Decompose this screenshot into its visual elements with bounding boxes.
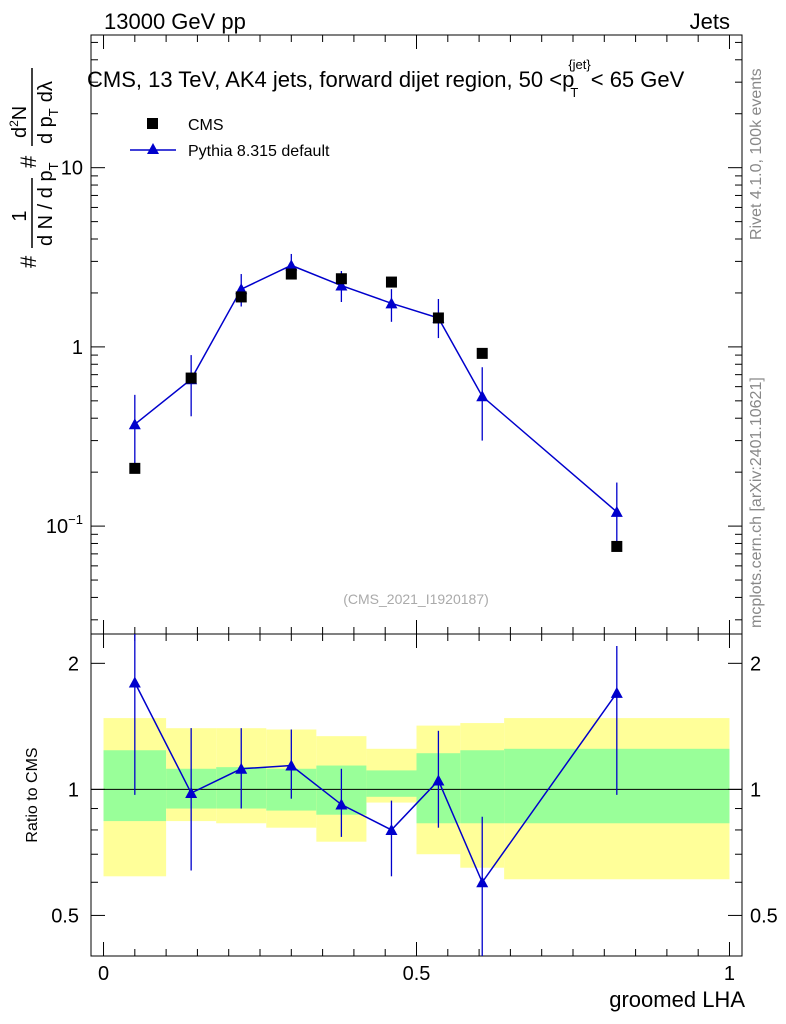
legend: CMS Pythia 8.315 default xyxy=(130,117,330,160)
chart-title-sup: {jet} xyxy=(568,57,591,72)
pythia-point xyxy=(385,297,398,309)
ratio-y-tick-label-right: 0.5 xyxy=(750,905,778,927)
pythia-point xyxy=(476,390,489,402)
pythia-point xyxy=(235,283,248,295)
ratio-y-axis-label: Ratio to CMS xyxy=(24,747,41,842)
x-tick-label: 0.5 xyxy=(403,963,431,985)
cms-point xyxy=(611,540,623,552)
cms-point xyxy=(185,372,197,384)
pythia-point xyxy=(335,279,348,291)
cms-point xyxy=(235,291,247,303)
ratio-point xyxy=(476,876,489,888)
chart-title-tail: < 65 GeV xyxy=(591,67,685,92)
ratio-band-green xyxy=(460,750,505,824)
main-plot-data xyxy=(128,253,623,552)
legend-marker-cms xyxy=(147,118,158,129)
ratio-point xyxy=(285,759,298,771)
ratio-point xyxy=(185,787,198,799)
legend-label-cms: CMS xyxy=(188,117,224,134)
cms-point xyxy=(476,347,488,359)
svg-text:#: # xyxy=(16,255,41,268)
chart-title-p: p xyxy=(562,67,574,92)
chart-title-main: CMS, 13 TeV, AK4 jets, forward dijet reg… xyxy=(87,67,562,92)
legend-label-pythia: Pythia 8.315 default xyxy=(188,143,330,160)
main-y-axis-label: # 1 d N / d pT # d2N d pTdλ xyxy=(7,68,61,268)
ratio-point xyxy=(432,774,445,786)
cms-point xyxy=(335,273,347,285)
svg-text:1: 1 xyxy=(9,210,31,221)
main-y-tick-label: 10 xyxy=(61,158,83,180)
cms-point xyxy=(129,462,141,474)
svg-text:d pTdλ: d pTdλ xyxy=(35,81,61,144)
pythia-line xyxy=(134,264,618,513)
ratio-point xyxy=(335,798,348,810)
ratio-band-green xyxy=(366,770,417,797)
header-left: 13000 GeV pp xyxy=(104,9,246,34)
ratio-y-tick-label-right: 1 xyxy=(750,779,761,801)
ratio-y-tick-label-right: 2 xyxy=(750,653,761,675)
analysis-watermark: (CMS_2021_I1920187) xyxy=(343,591,489,607)
ratio-point xyxy=(235,762,248,774)
x-axis-label: groomed LHA xyxy=(609,987,745,1012)
pythia-point xyxy=(610,505,623,517)
chart-title-sub: T xyxy=(570,85,578,100)
svg-text:d N / d pT: d N / d pT xyxy=(35,162,61,246)
ratio-y-tick-label-left: 1 xyxy=(68,779,79,801)
main-plot-frame: 10−1 1 10 xyxy=(46,34,743,635)
pythia-point xyxy=(285,259,298,271)
rivet-label: Rivet 4.1.0, 100k events xyxy=(748,68,765,240)
main-y-tick-label: 10−1 xyxy=(46,512,83,538)
main-y-tick-label: 1 xyxy=(72,337,83,359)
pythia-point xyxy=(128,418,141,430)
ratio-plot-frame: 0 0.5 1 0.5 0.5 1 1 2 2 xyxy=(51,633,778,985)
cms-point xyxy=(432,312,444,324)
x-tick-label: 0 xyxy=(98,963,109,985)
ratio-plot-data xyxy=(128,634,623,956)
svg-text:#: # xyxy=(16,155,41,168)
ratio-bands xyxy=(103,718,730,880)
ratio-y-tick-label-left: 0.5 xyxy=(51,905,79,927)
ratio-point xyxy=(610,686,623,698)
ratio-point xyxy=(385,823,398,835)
cms-point xyxy=(285,268,297,280)
cms-point xyxy=(385,276,397,288)
x-tick-label: 1 xyxy=(724,963,735,985)
chart-title: CMS, 13 TeV, AK4 jets, forward dijet reg… xyxy=(87,57,685,100)
mcplots-label: mcplots.cern.ch [arXiv:2401.10621] xyxy=(748,377,765,628)
ratio-y-tick-label-left: 2 xyxy=(68,653,79,675)
header-right: Jets xyxy=(690,9,730,34)
ratio-point xyxy=(128,676,141,688)
svg-text:d2N: d2N xyxy=(7,106,31,138)
legend-marker-pythia xyxy=(147,143,159,154)
